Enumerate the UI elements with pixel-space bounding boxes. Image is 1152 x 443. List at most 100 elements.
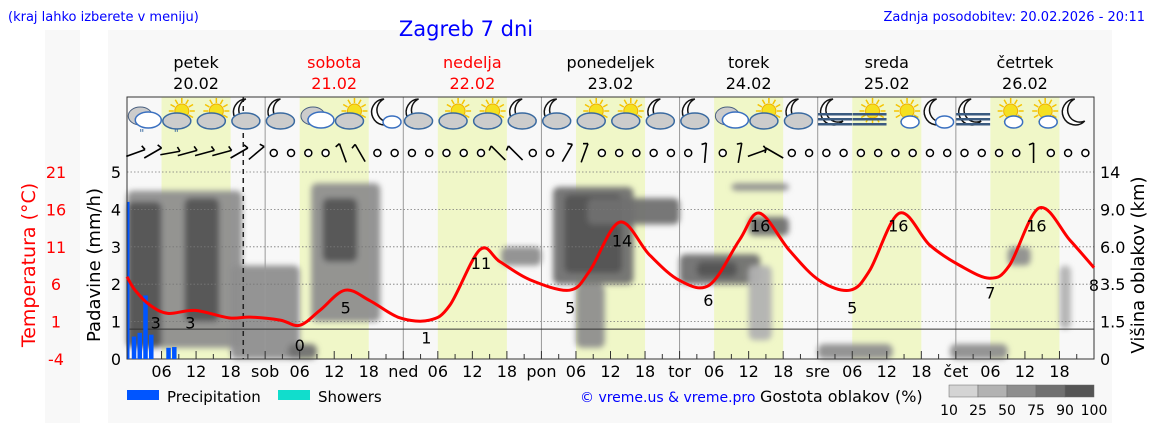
wind-barb-icon	[248, 145, 265, 161]
cloud-patch	[696, 261, 738, 277]
cloud-patch	[501, 246, 542, 266]
temperature-label: 5	[565, 299, 575, 318]
day-abbr: sre	[806, 362, 830, 381]
sun-ray	[589, 99, 593, 105]
wind-calm-icon	[459, 148, 468, 158]
sun-ray	[999, 114, 1005, 119]
density-label: 90	[1056, 403, 1074, 419]
precip-tick: 1	[111, 313, 121, 332]
cloud-icon	[334, 112, 365, 130]
precip-tick: 5	[111, 163, 121, 182]
temperature-label: 16	[1026, 216, 1046, 235]
sun-small-cloud-icon	[1032, 98, 1059, 129]
moon-cloud-icon	[265, 98, 296, 130]
wind-calm-icon	[424, 148, 434, 158]
wind-barb-icon	[703, 142, 708, 164]
day-name: sreda	[865, 53, 909, 72]
wind-barb-icon	[580, 143, 589, 163]
copyright-link[interactable]: © vreme.us & vreme.pro	[580, 390, 755, 406]
cloud-height-tick: 1.5	[1100, 313, 1125, 332]
sun-ray	[170, 103, 176, 108]
hour-label: 12	[462, 362, 482, 381]
sun-ray	[1038, 99, 1042, 105]
cloud-patch	[575, 284, 605, 348]
wind-barb-icon	[143, 147, 162, 159]
cloud-height-tick: 9.0	[1100, 200, 1125, 219]
cloud-height-tick: 3.5	[1100, 275, 1125, 294]
wind-calm-icon	[942, 148, 952, 158]
sun-ray	[485, 99, 490, 105]
wind-barb-feather	[157, 144, 163, 149]
wind-calm-icon	[545, 148, 555, 158]
daylight-band	[852, 97, 922, 359]
cloud-icon	[1003, 115, 1024, 129]
sun-ray	[464, 103, 470, 108]
sun-cloud-icon	[576, 98, 610, 130]
sun-cloud-icon	[611, 98, 644, 130]
sun-cloud-icon	[438, 98, 472, 130]
cloud-icon	[231, 112, 261, 130]
sun-ray	[899, 99, 904, 105]
wind-calm-icon	[373, 148, 382, 158]
sun-ray	[634, 99, 638, 105]
cloud-icon	[721, 111, 750, 129]
day-date: 22.02	[449, 74, 495, 93]
day-name: četrtek	[996, 53, 1054, 72]
wind-calm-icon	[718, 148, 727, 158]
fog-line	[852, 118, 887, 121]
showers-swatch	[278, 390, 310, 400]
wind-barb-feather	[567, 142, 573, 146]
sun-ray	[1014, 99, 1018, 105]
last-update: Zadnja posodobitev: 20.02.2026 - 20:11	[883, 10, 1145, 25]
sun-ray	[188, 103, 194, 108]
precip-tick: 3	[111, 238, 121, 257]
precip-tick: 4	[111, 200, 121, 219]
temp-tick: 21	[46, 163, 66, 182]
sun-ray	[637, 103, 643, 108]
sun-ray	[637, 114, 643, 119]
temp-tick: 16	[46, 200, 66, 219]
cloud-icon	[680, 112, 710, 130]
temperature-label: 6	[703, 291, 713, 310]
density-swatch	[1006, 384, 1037, 398]
sun-ray	[495, 99, 500, 105]
sun-ray	[347, 99, 352, 105]
fog-line	[817, 118, 852, 121]
precipitation-swatch	[127, 390, 159, 400]
density-swatch	[948, 384, 979, 398]
sun-ray	[361, 103, 367, 108]
wind-barb-feather	[351, 143, 356, 149]
wind-calm-icon	[1046, 148, 1056, 158]
wind-calm-icon	[666, 148, 676, 158]
sun-cloud-icon	[749, 98, 782, 130]
wind-calm-icon	[683, 148, 693, 158]
sun-ray	[209, 99, 213, 105]
sun-icon	[894, 98, 921, 124]
temperature-line	[125, 206, 1096, 328]
hour-label: 06	[704, 362, 724, 381]
cloud-icon	[576, 112, 606, 130]
moon-cloud-icon	[403, 98, 434, 130]
menu-hint[interactable]: (kraj lahko izberete v meniju)	[8, 10, 199, 25]
sun-ray	[879, 103, 885, 108]
wind-calm-icon	[925, 148, 935, 158]
sun-ray	[1033, 114, 1039, 119]
sun-ray	[602, 114, 608, 119]
sun-ray	[222, 114, 228, 119]
day-abbr: pon	[526, 362, 556, 381]
sun-ray	[913, 103, 919, 108]
cloud-patch	[1059, 265, 1071, 330]
cloud-icon	[749, 112, 779, 130]
wind-barb-feather	[764, 147, 767, 154]
day-name: sobota	[307, 53, 361, 72]
cloud-icon	[382, 115, 402, 129]
sun-ray	[357, 99, 362, 105]
fog-line	[956, 123, 991, 126]
day-name: nedelja	[443, 53, 502, 72]
cloud-height-tick: 0	[1100, 350, 1110, 369]
cloud-icon	[611, 112, 641, 130]
precipitation-bar	[143, 295, 148, 359]
temperature-label: 3	[185, 314, 195, 333]
hour-label: 06	[842, 362, 862, 381]
sun-ray	[757, 103, 763, 108]
